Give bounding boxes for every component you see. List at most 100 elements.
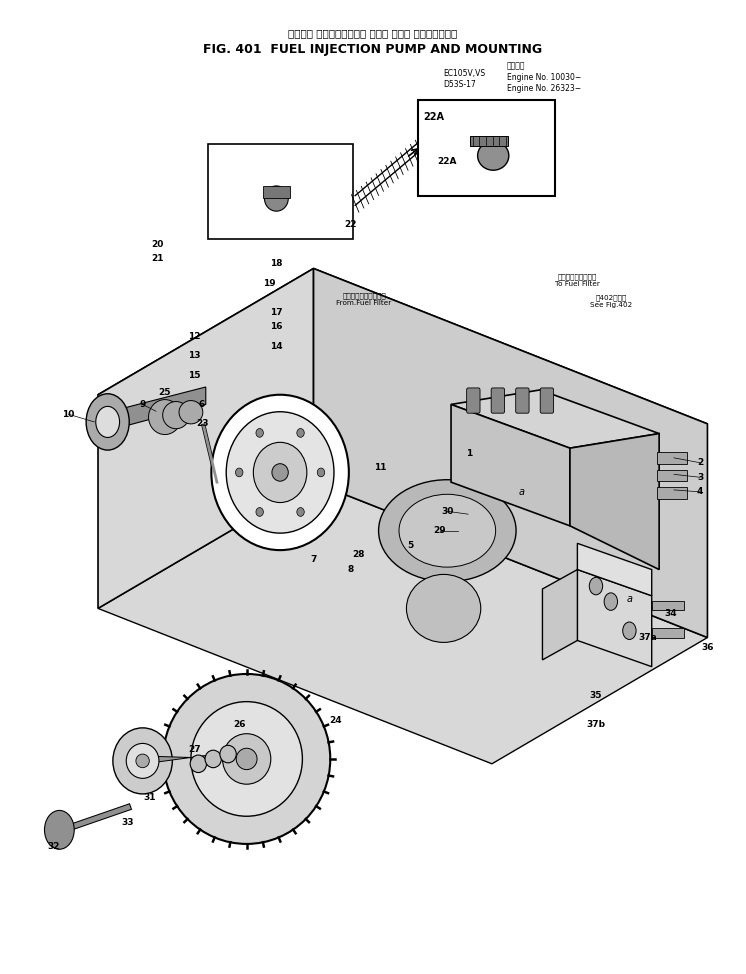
Ellipse shape [95,406,119,437]
Ellipse shape [236,468,243,477]
Text: 35: 35 [590,692,602,700]
Text: 22A: 22A [438,157,457,167]
Bar [470,136,509,146]
Ellipse shape [477,141,509,170]
Ellipse shape [254,442,307,503]
Polygon shape [98,482,707,764]
Text: 30: 30 [441,506,454,516]
Text: 7: 7 [310,555,317,564]
FancyBboxPatch shape [491,388,504,413]
Text: 37a: 37a [639,633,657,642]
Text: フュエル インジェクション ポンプ および マウンティング: フュエル インジェクション ポンプ および マウンティング [289,28,457,38]
Ellipse shape [220,745,236,763]
Text: 24: 24 [330,716,342,725]
Circle shape [589,578,603,595]
Text: 3: 3 [697,472,703,482]
Text: 適用号機: 適用号機 [507,61,525,70]
Ellipse shape [226,412,334,533]
Ellipse shape [265,186,288,211]
Bar [653,601,683,611]
Polygon shape [98,269,707,550]
Ellipse shape [191,701,302,816]
Text: 12: 12 [189,332,201,341]
Ellipse shape [256,507,263,516]
Text: 33: 33 [122,817,134,827]
Text: EC105V,VS
D53S-17: EC105V,VS D53S-17 [444,69,486,89]
Ellipse shape [113,728,172,794]
FancyBboxPatch shape [208,144,353,240]
Ellipse shape [378,480,516,581]
Text: 29: 29 [433,526,446,535]
Text: 22A: 22A [424,112,445,122]
Polygon shape [570,433,659,570]
Text: 11: 11 [374,463,386,472]
Ellipse shape [272,464,288,481]
Ellipse shape [148,399,181,434]
Text: 2: 2 [697,458,703,468]
FancyBboxPatch shape [467,388,480,413]
Text: 10: 10 [62,410,75,419]
Circle shape [623,622,636,640]
Bar [657,452,686,464]
Circle shape [604,593,618,611]
Polygon shape [577,543,652,596]
Bar [653,628,683,638]
Text: 17: 17 [270,308,283,317]
Text: 37b: 37b [586,721,606,730]
Ellipse shape [256,429,263,437]
Ellipse shape [86,393,129,450]
Text: 5: 5 [407,541,413,549]
Ellipse shape [163,674,330,843]
Text: a: a [518,487,524,497]
Ellipse shape [399,494,495,567]
Text: 22: 22 [345,220,357,229]
Text: 26: 26 [233,721,245,730]
Ellipse shape [407,575,480,643]
Bar [263,186,289,198]
Polygon shape [107,387,206,431]
Ellipse shape [222,733,271,784]
Text: 25: 25 [159,389,171,397]
Ellipse shape [236,748,257,769]
Text: 19: 19 [263,279,275,287]
FancyBboxPatch shape [540,388,554,413]
Ellipse shape [136,754,149,768]
Text: 14: 14 [270,342,283,351]
Text: 1: 1 [466,448,473,458]
Text: 13: 13 [189,352,201,360]
Polygon shape [451,404,570,526]
Text: 15: 15 [189,371,201,380]
Text: 23: 23 [195,420,208,429]
Circle shape [45,810,74,849]
Ellipse shape [163,401,189,429]
Ellipse shape [179,400,203,424]
FancyBboxPatch shape [515,388,529,413]
Text: フェエルフィルタから
From.Fuel Filter: フェエルフィルタから From.Fuel Filter [336,293,392,307]
Text: 16: 16 [270,322,283,331]
Ellipse shape [205,750,222,768]
Polygon shape [98,269,313,609]
Ellipse shape [211,394,349,550]
Polygon shape [313,269,707,638]
Text: 27: 27 [188,745,201,754]
Text: 8: 8 [348,565,354,574]
Text: フェエルフィルタへ
To Fuel Filter: フェエルフィルタへ To Fuel Filter [555,274,600,287]
Text: 31: 31 [144,793,156,803]
Text: 6: 6 [199,400,205,409]
Polygon shape [577,570,652,666]
Polygon shape [144,751,238,764]
Polygon shape [451,390,659,448]
Text: FIG. 401  FUEL INJECTION PUMP AND MOUNTING: FIG. 401 FUEL INJECTION PUMP AND MOUNTIN… [204,44,542,56]
Text: 20: 20 [151,240,163,248]
Bar [657,487,686,499]
Bar [657,469,686,481]
Ellipse shape [190,755,207,772]
Text: a: a [627,594,633,604]
Text: Engine No. 10030−
Engine No. 26323−: Engine No. 10030− Engine No. 26323− [507,73,581,93]
Text: 28: 28 [352,550,364,559]
Text: 第402図参照
See Fig.402: 第402図参照 See Fig.402 [589,295,632,309]
Ellipse shape [297,429,304,437]
Ellipse shape [317,468,325,477]
Text: 9: 9 [140,400,145,409]
Text: 4: 4 [697,487,703,497]
